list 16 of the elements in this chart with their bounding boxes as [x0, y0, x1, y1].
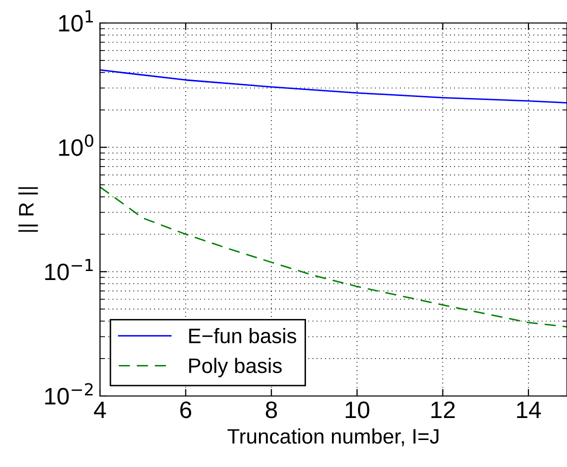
line-series — [100, 186, 567, 328]
legend-label: E−fun basis — [189, 328, 296, 344]
x-axis-title: Truncation number, I=J — [228, 428, 438, 446]
y-tick-label: 10$^{−2}$ — [45, 383, 93, 405]
x-tick-label: 12 — [431, 401, 455, 418]
line-series — [100, 69, 567, 104]
y-axis-title: || R || — [18, 187, 38, 232]
x-tick-label: 6 — [180, 401, 192, 418]
x-tick-label: 14 — [517, 402, 541, 418]
y-tick-label: 10$^{1}$ — [59, 10, 93, 32]
legend-label: Poly basis — [189, 358, 282, 378]
x-tick-label: 10 — [346, 401, 370, 418]
x-tick-label: 4 — [94, 402, 106, 418]
y-tick-label: 10$^{0}$ — [59, 134, 94, 156]
x-tick-label: 8 — [266, 401, 277, 418]
y-tick-label: 10$^{−1}$ — [45, 258, 93, 280]
